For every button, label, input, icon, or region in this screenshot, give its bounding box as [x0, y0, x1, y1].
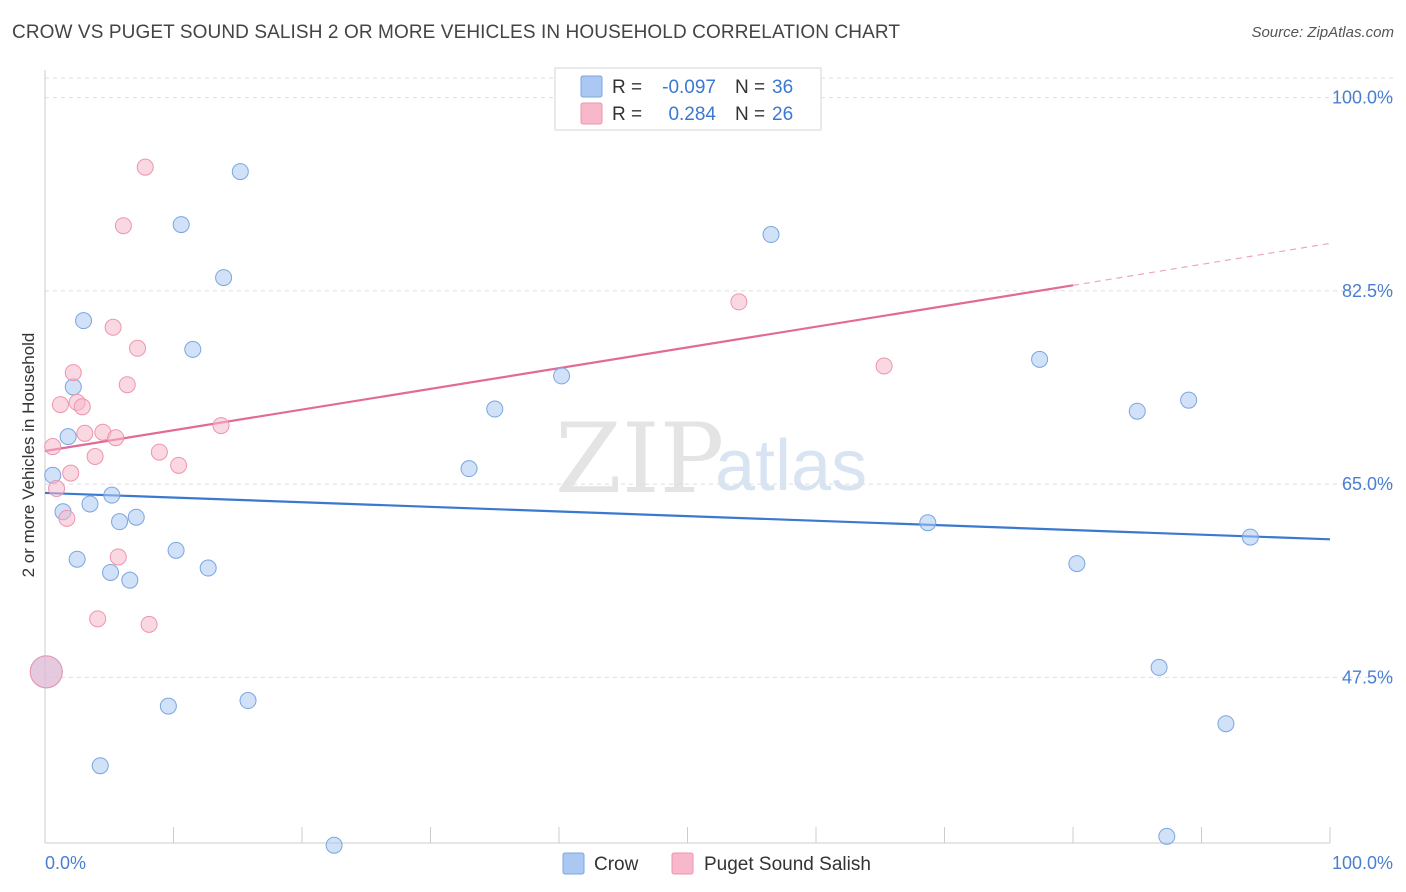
data-point	[91, 757, 109, 775]
legend-swatch-puget	[580, 102, 603, 125]
data-point	[104, 318, 122, 336]
x-tick-label-max: 100.0%	[1332, 853, 1393, 873]
data-point	[460, 460, 478, 478]
data-point	[553, 367, 571, 385]
watermark-zip: ZIP	[555, 403, 724, 515]
data-point	[486, 400, 504, 418]
scatter-points	[29, 158, 1259, 854]
data-point	[107, 429, 125, 447]
legend-r-label-puget: R =	[612, 104, 642, 125]
data-point	[121, 571, 139, 589]
series-legend-swatch-puget	[671, 852, 694, 875]
data-point	[1031, 350, 1049, 368]
data-point	[109, 548, 127, 566]
data-point	[64, 378, 82, 396]
data-point	[762, 226, 780, 244]
data-point	[129, 339, 147, 357]
data-point	[1241, 528, 1259, 546]
data-point	[172, 216, 190, 234]
data-point	[212, 417, 230, 435]
data-point	[239, 692, 257, 710]
data-point	[114, 217, 132, 235]
data-point	[118, 376, 136, 394]
data-point	[76, 424, 94, 442]
data-point	[48, 480, 66, 498]
y-tick-label: 82.5%	[1342, 281, 1393, 301]
legend-n-label-puget: N =	[735, 104, 765, 125]
data-point	[150, 443, 168, 461]
data-point	[73, 398, 91, 416]
axes	[44, 70, 1331, 844]
y-tick-label: 100.0%	[1332, 88, 1393, 108]
data-point	[1150, 658, 1168, 676]
legend-r-value-crow: -0.097	[662, 77, 716, 98]
data-point	[167, 541, 185, 559]
data-point	[44, 438, 62, 456]
data-point	[89, 610, 107, 628]
legend-swatch-crow	[580, 75, 603, 98]
series-legend: Crow Puget Sound Salish	[562, 852, 871, 875]
data-point	[159, 697, 177, 715]
y-tick-label: 47.5%	[1342, 667, 1393, 687]
trend-line-extension	[1072, 242, 1331, 286]
stats-legend: R = -0.097 N = 36 R = 0.284 N = 26	[554, 67, 822, 131]
data-point	[875, 357, 893, 375]
data-point	[199, 559, 217, 577]
chart-title: CROW VS PUGET SOUND SALISH 2 OR MORE VEH…	[12, 22, 901, 43]
data-point	[231, 163, 249, 181]
data-point	[75, 312, 93, 330]
legend-n-label-crow: N =	[735, 77, 765, 98]
data-point	[730, 293, 748, 311]
data-point	[59, 428, 77, 446]
y-axis-label: 2 or more Vehicles in Household	[19, 333, 38, 578]
series-legend-swatch-crow	[562, 852, 585, 875]
data-point	[1068, 555, 1086, 573]
source-credit: Source: ZipAtlas.com	[1251, 24, 1394, 41]
y-tick-label: 65.0%	[1342, 474, 1393, 494]
data-point	[136, 158, 154, 176]
watermark-atlas: atlas	[715, 426, 867, 506]
data-point	[1217, 715, 1235, 733]
data-point	[184, 340, 202, 358]
data-point	[111, 513, 129, 531]
data-point	[86, 448, 104, 465]
data-point	[1128, 402, 1146, 420]
tick-labels: 47.5% 65.0% 82.5% 100.0% 0.0% 100.0%	[45, 88, 1393, 873]
trend-line	[44, 491, 1331, 541]
data-point	[58, 509, 76, 527]
legend-r-label-crow: R =	[612, 77, 642, 98]
data-point	[68, 550, 86, 568]
data-point	[140, 615, 158, 633]
data-point	[62, 464, 80, 482]
data-point	[1180, 391, 1198, 409]
data-point	[103, 486, 121, 504]
data-point	[102, 563, 120, 581]
data-point	[29, 655, 63, 689]
data-point	[919, 514, 937, 532]
data-point	[325, 836, 343, 854]
data-point	[64, 364, 82, 382]
legend-r-value-puget: 0.284	[668, 104, 716, 125]
legend-n-value-puget: 26	[772, 104, 793, 125]
data-point	[127, 508, 145, 526]
series-legend-label-crow: Crow	[594, 854, 639, 875]
data-point	[81, 495, 99, 513]
legend-n-value-crow: 36	[772, 77, 793, 98]
data-point	[215, 269, 233, 287]
data-point	[51, 396, 69, 414]
series-legend-label-puget: Puget Sound Salish	[704, 854, 871, 875]
data-point	[1158, 827, 1176, 845]
x-tick-label-min: 0.0%	[45, 853, 86, 873]
data-point	[170, 456, 188, 474]
